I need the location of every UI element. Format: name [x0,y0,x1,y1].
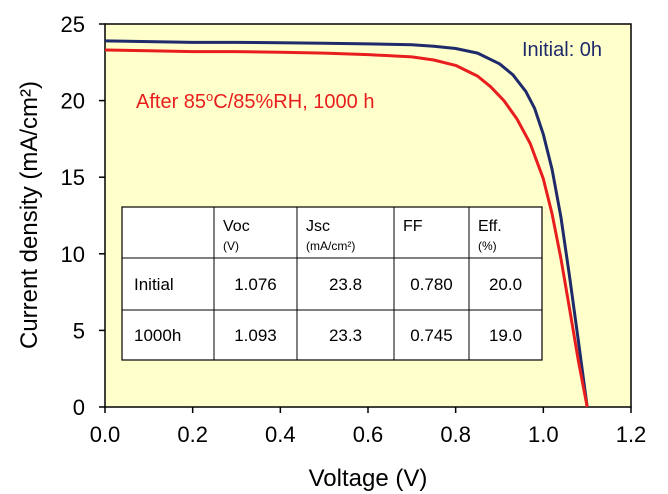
y-tick-label: 10 [61,242,85,267]
legend-after-prefix: After 85 [136,91,206,113]
y-tick-label: 25 [61,12,85,37]
x-tick-label: 0.2 [177,422,208,447]
x-tick-label: 0.0 [90,422,121,447]
table-header-unit: (mA/cm²) [306,239,355,253]
tick-layer: 0.0 0.2 0.4 0.6 0.8 1.0 1.2 0 5 10 15 20 25 [61,12,647,447]
x-tick-label: 1.0 [528,422,559,447]
series-line-initial [104,39,589,408]
table-row-label: 1000h [134,326,181,345]
y-tick-label: 20 [61,89,85,114]
x-axis-title: Voltage (V) [309,465,428,492]
series-layer [104,39,589,408]
legend-after: After 85oC/85%RH, 1000 h [136,89,374,113]
table-row-label: Initial [134,275,174,294]
table-header-unit: (V) [223,239,239,253]
x-tick-label: 0.6 [353,422,384,447]
table-header-cell: Jsc [306,218,330,235]
table-cell: 0.780 [410,275,453,294]
y-axis-title: Current density (mA/cm²) [16,81,43,349]
table-cell: 1.076 [234,275,277,294]
x-tick-label: 1.2 [616,422,647,447]
table-cell: 19.0 [489,326,522,345]
parameter-table: Voc (V) Jsc (mA/cm²) FF Eff. (%) Initial 1.076 23… [121,206,543,361]
table-header-unit: (%) [478,239,497,253]
legend-after-suffix: C/85%RH, 1000 h [213,91,374,113]
y-tick-label: 0 [73,395,85,420]
table-cell: 0.745 [410,326,453,345]
table-header-cell: Voc [223,218,250,235]
table-header-cell: FF [403,218,423,235]
table-cell: 23.8 [329,275,362,294]
table-header-cell: Eff. [478,218,502,235]
legend-initial: Initial: 0h [522,39,602,61]
table-cell: 20.0 [489,275,522,294]
y-tick-label: 15 [61,165,85,190]
legend-after-superscript: o [206,89,213,104]
x-tick-label: 0.8 [440,422,471,447]
table-cell: 23.3 [329,326,362,345]
series-line-after-1000h [104,48,589,408]
x-tick-label: 0.4 [265,422,296,447]
table-cell: 1.093 [234,326,277,345]
y-tick-label: 5 [73,318,85,343]
table-frame [121,206,543,361]
